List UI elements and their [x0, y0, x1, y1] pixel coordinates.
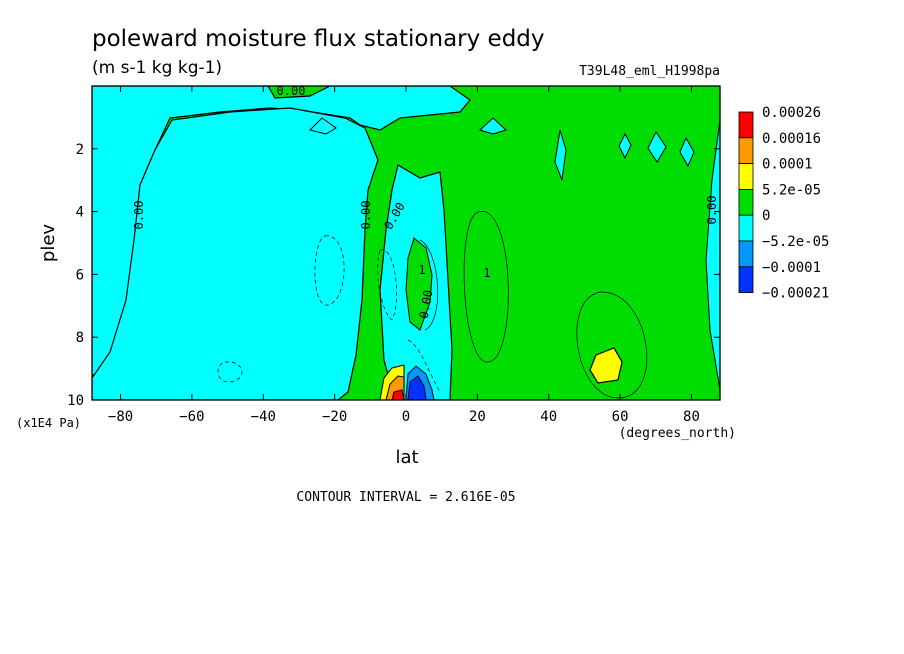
- colorbar-label: 0.00016: [762, 131, 821, 147]
- x-axis-units: (degrees_north): [619, 426, 736, 441]
- contour-label: 0.00: [132, 201, 146, 230]
- contour-label: 0.00: [417, 289, 436, 320]
- colorbar-label: 0: [762, 208, 770, 224]
- negative-island-1: [309, 117, 337, 135]
- colorbar-swatch: [738, 266, 754, 293]
- contour-label-group: 0.000.00 0.00 0.000.000.001 1: [132, 84, 719, 320]
- y-axis-label: plev: [38, 224, 59, 263]
- x-tick-label: −60: [179, 409, 204, 425]
- colorbar-label: −0.00021: [762, 286, 829, 302]
- negative-region-center: [92, 107, 379, 400]
- x-tick-label: −80: [108, 409, 133, 425]
- colorbar-label: −0.0001: [762, 260, 821, 276]
- y-tick-label: 4: [76, 205, 84, 221]
- colorbar: 0.00026 0.00016 0.0001 5.2e-05 0 −5.2e-05 −0.0…: [738, 105, 829, 302]
- positive-cell-surface-red: [391, 389, 405, 400]
- chart-units: (m s-1 kg kg-1): [92, 58, 222, 78]
- colorbar-swatch: [738, 137, 754, 165]
- negative-island-6: [679, 136, 695, 168]
- y-tick-label: 8: [76, 330, 84, 346]
- positive-cell-equator: [405, 237, 433, 331]
- y-tick-label: 6: [76, 267, 84, 283]
- colorbar-swatch: [738, 188, 754, 216]
- colorbar-label: 0.0001: [762, 157, 813, 173]
- x-tick-label: 20: [469, 409, 486, 425]
- contour-label: 0.00: [277, 84, 306, 98]
- contour-interval-note: CONTOUR INTERVAL = 2.616E-05: [296, 490, 515, 505]
- negative-island-3: [554, 129, 567, 181]
- chart-title: poleward moisture flux stationary eddy: [92, 26, 545, 52]
- y-axis: 2 4 6 8 10: [67, 142, 720, 409]
- x-tick-label: 40: [540, 409, 557, 425]
- y-axis-units: (x1E4 Pa): [16, 416, 81, 430]
- x-axis: −80 −60 −40 −20 0 20 40 60 80: [108, 86, 700, 425]
- x-tick-label: 0: [402, 409, 410, 425]
- negative-contour-lines: [217, 235, 441, 393]
- contour-label: 0.00: [359, 201, 373, 230]
- colorbar-label: 0.00026: [762, 105, 821, 121]
- colorbar-label: 5.2e-05: [762, 182, 821, 198]
- colorbar-swatch: [738, 163, 754, 190]
- contour-label: 1: [418, 263, 425, 277]
- negative-region-northpole: [705, 119, 720, 391]
- contour-plot: [92, 86, 720, 400]
- contour-label: 0.00: [705, 196, 719, 225]
- x-tick-label: 80: [683, 409, 700, 425]
- colorbar-swatch: [738, 111, 754, 139]
- positive-cell-yellow: [589, 347, 623, 384]
- colorbar-swatch: [738, 240, 754, 268]
- colorbar-swatch: [738, 214, 754, 242]
- x-axis-label: lat: [395, 447, 418, 468]
- colorbar-label: −5.2e-05: [762, 234, 829, 250]
- dataset-label: T39L48_eml_H1998pa: [579, 64, 720, 79]
- contour-label: 1: [483, 266, 490, 280]
- x-tick-label: 60: [612, 409, 629, 425]
- x-tick-label: −20: [322, 409, 347, 425]
- negative-island-4: [618, 132, 632, 160]
- negative-island-5: [647, 131, 667, 163]
- y-tick-label: 2: [76, 142, 84, 158]
- negative-island-2: [479, 117, 507, 135]
- x-tick-label: −40: [251, 409, 276, 425]
- negative-cell-surface-deep: [407, 375, 427, 400]
- y-tick-label: 10: [67, 393, 84, 409]
